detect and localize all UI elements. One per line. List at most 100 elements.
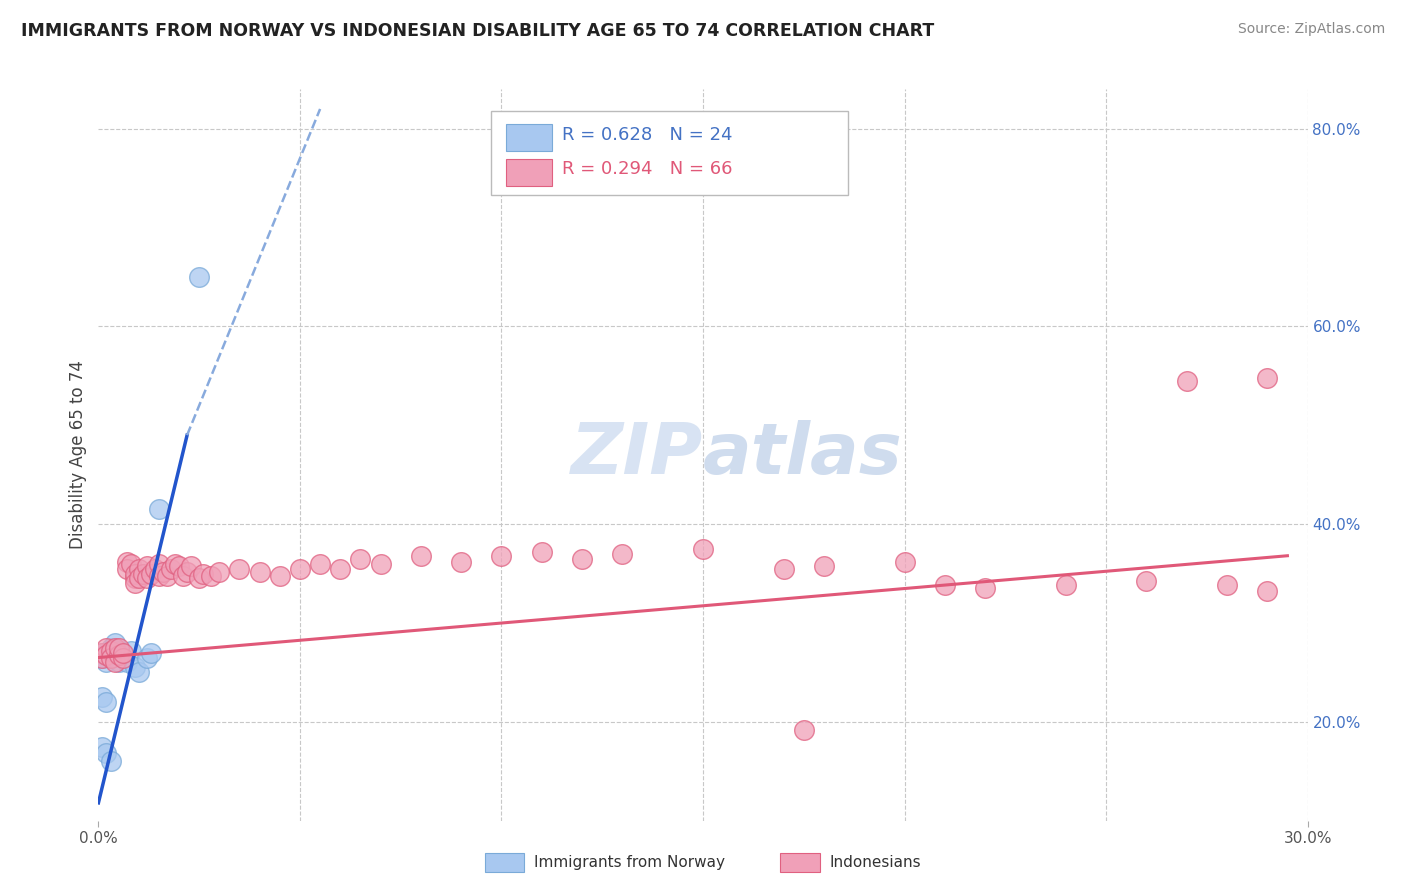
Point	[100, 755, 122, 769]
Text: Immigrants from Norway: Immigrants from Norway	[534, 855, 725, 870]
Point	[135, 558, 157, 573]
Point	[128, 665, 150, 680]
Point	[1256, 371, 1278, 385]
Point	[1135, 574, 1157, 589]
Point	[1054, 578, 1077, 592]
Point	[91, 739, 114, 754]
Point	[329, 561, 352, 575]
Point	[530, 545, 553, 559]
Point	[128, 561, 150, 575]
Text: R = 0.628   N = 24: R = 0.628 N = 24	[561, 126, 733, 144]
Text: ZIP: ZIP	[571, 420, 703, 490]
Point	[100, 650, 122, 665]
Text: R = 0.294   N = 66: R = 0.294 N = 66	[561, 161, 733, 178]
Point	[793, 723, 815, 737]
Point	[249, 565, 271, 579]
Text: Indonesians: Indonesians	[830, 855, 921, 870]
Point	[111, 650, 134, 665]
FancyBboxPatch shape	[492, 112, 848, 195]
Point	[107, 643, 129, 657]
Point	[309, 557, 332, 571]
Point	[269, 568, 291, 582]
Point	[91, 650, 114, 665]
Bar	[506, 124, 551, 152]
Point	[152, 565, 174, 579]
Point	[124, 576, 146, 591]
Point	[124, 572, 146, 586]
Point	[1175, 374, 1198, 388]
Point	[103, 648, 125, 662]
Bar	[506, 159, 551, 186]
Point	[139, 566, 162, 581]
Point	[124, 660, 146, 674]
Point	[148, 568, 170, 582]
Point	[115, 561, 138, 575]
Point	[100, 640, 122, 655]
Text: atlas: atlas	[703, 420, 903, 490]
Point	[107, 640, 129, 655]
Point	[107, 656, 129, 670]
Point	[135, 650, 157, 665]
Point	[692, 541, 714, 556]
Point	[176, 565, 198, 579]
Point	[188, 270, 211, 285]
Point	[139, 646, 162, 660]
Point	[96, 695, 118, 709]
Point	[91, 646, 114, 660]
Point	[188, 572, 211, 586]
Point	[409, 549, 432, 563]
Point	[163, 557, 186, 571]
Point	[91, 650, 114, 665]
Point	[111, 646, 134, 660]
Text: IMMIGRANTS FROM NORWAY VS INDONESIAN DISABILITY AGE 65 TO 74 CORRELATION CHART: IMMIGRANTS FROM NORWAY VS INDONESIAN DIS…	[21, 22, 935, 40]
Point	[813, 558, 835, 573]
Point	[100, 650, 122, 665]
Point	[772, 561, 794, 575]
Text: Source: ZipAtlas.com: Source: ZipAtlas.com	[1237, 22, 1385, 37]
Point	[115, 555, 138, 569]
Point	[103, 640, 125, 655]
Point	[934, 578, 956, 592]
Point	[974, 582, 997, 596]
Point	[200, 568, 222, 582]
Point	[135, 572, 157, 586]
Point	[148, 502, 170, 516]
Point	[156, 568, 179, 582]
Point	[96, 648, 118, 662]
Point	[96, 646, 118, 660]
Point	[103, 636, 125, 650]
Point	[96, 656, 118, 670]
Point	[103, 656, 125, 670]
Point	[132, 566, 155, 581]
Point	[167, 558, 190, 573]
Y-axis label: Disability Age 65 to 74: Disability Age 65 to 74	[69, 360, 87, 549]
Point	[1256, 584, 1278, 599]
Point	[148, 557, 170, 571]
Point	[349, 551, 371, 566]
Point	[893, 555, 915, 569]
Point	[120, 643, 142, 657]
Point	[107, 648, 129, 662]
Point	[1216, 578, 1239, 592]
Point	[96, 747, 118, 761]
Point	[115, 656, 138, 670]
Point	[612, 547, 634, 561]
Point	[120, 557, 142, 571]
Point	[100, 643, 122, 657]
Point	[128, 572, 150, 586]
Point	[370, 557, 392, 571]
Point	[491, 549, 513, 563]
Point	[193, 566, 215, 581]
Point	[111, 648, 134, 662]
Point	[208, 565, 231, 579]
Point	[180, 558, 202, 573]
Point	[571, 551, 593, 566]
Point	[288, 561, 311, 575]
Point	[143, 561, 166, 575]
Point	[124, 566, 146, 581]
Point	[160, 561, 183, 575]
Point	[91, 646, 114, 660]
Point	[450, 555, 472, 569]
Point	[91, 690, 114, 704]
Point	[96, 640, 118, 655]
